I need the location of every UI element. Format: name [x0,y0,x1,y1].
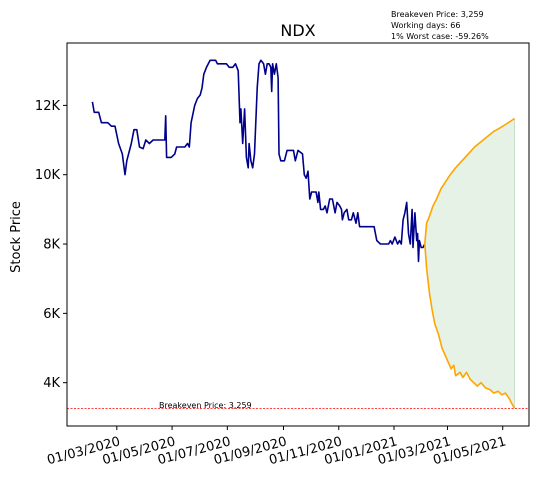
plot-frame [66,42,530,427]
y-tick-label: 4K [43,376,60,391]
y-tick-label: 12K [35,99,61,114]
info-line-working-days: Working days: 66 [391,21,460,30]
y-tick-label: 8K [43,238,60,253]
info-line-worst-case: 1% Worst case: -59.26% [391,32,489,41]
info-line-breakeven: Breakeven Price: 3,259 [391,10,484,19]
forecast-upper-line [424,117,515,245]
breakeven-label: Breakeven Price: 3,259 [159,401,252,410]
chart-title: NDX [280,21,315,40]
y-axis-title: Stock Price [9,201,24,273]
history-price-line [91,59,426,263]
forecast-band-fill [424,118,515,409]
y-tick-label: 6K [43,307,60,322]
forecast-lower-line [424,243,516,409]
y-tick-label: 10K [35,168,61,183]
